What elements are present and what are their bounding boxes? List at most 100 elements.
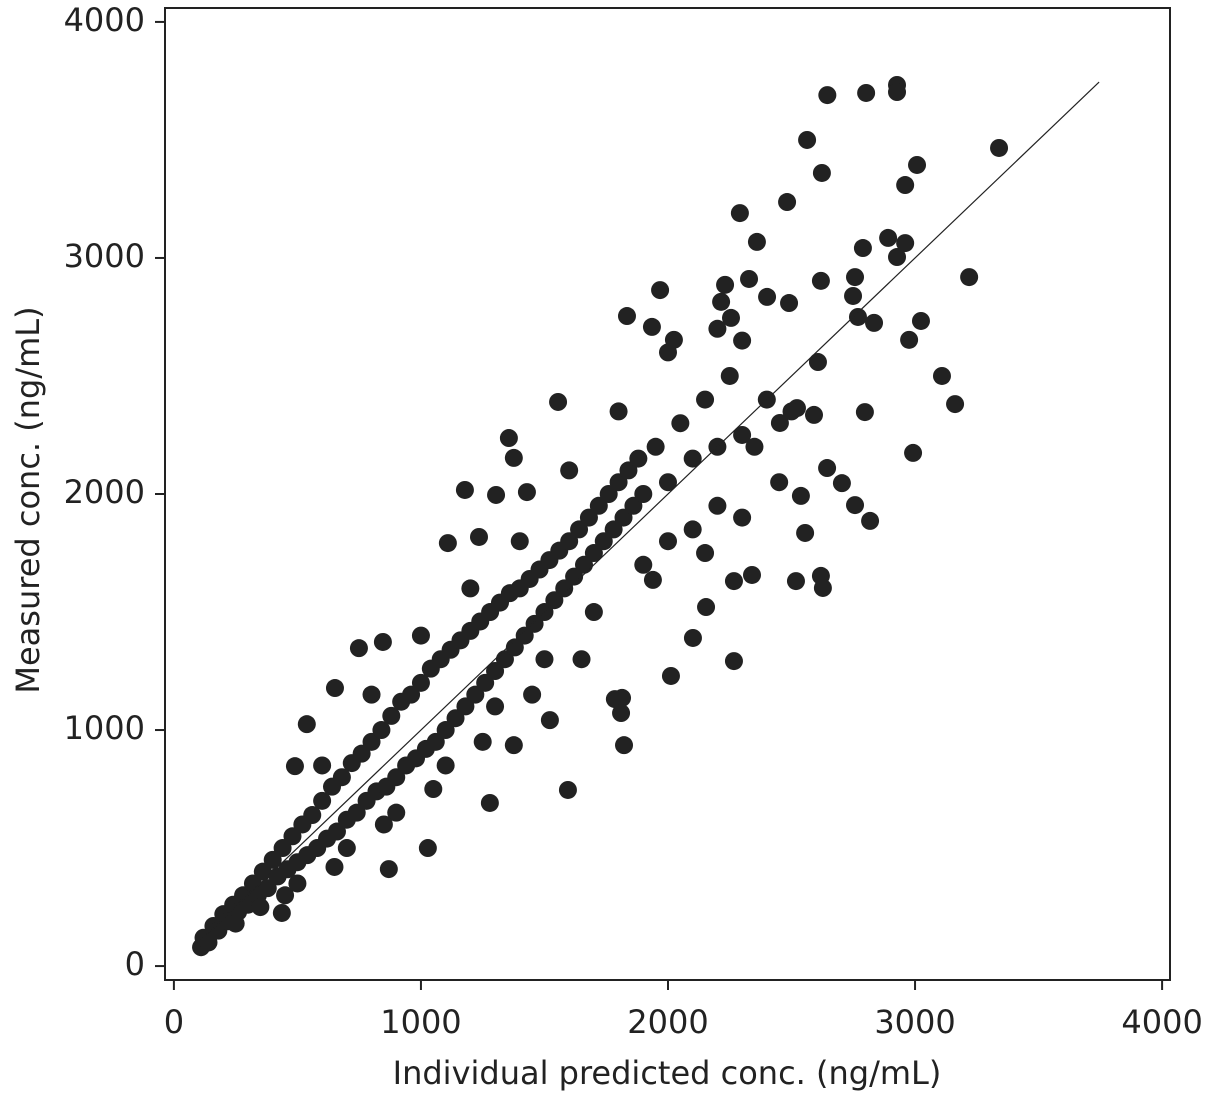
point	[504, 736, 523, 755]
point	[560, 532, 579, 551]
point	[297, 715, 316, 734]
point	[505, 638, 524, 657]
point	[325, 679, 344, 698]
point	[747, 232, 766, 251]
point	[733, 508, 752, 527]
point	[990, 138, 1009, 157]
point	[683, 628, 702, 647]
point	[476, 673, 495, 692]
point	[617, 307, 636, 326]
point	[818, 86, 837, 105]
point	[629, 449, 648, 468]
y-tick-label: 0	[125, 945, 145, 983]
point	[560, 461, 579, 480]
y-tick-label: 4000	[64, 1, 145, 39]
point	[313, 756, 332, 775]
point	[572, 650, 591, 669]
point	[332, 768, 351, 787]
point	[525, 614, 544, 633]
point	[456, 697, 475, 716]
point	[643, 570, 662, 589]
point	[846, 496, 865, 515]
point	[540, 711, 559, 730]
point	[888, 248, 907, 267]
point	[724, 572, 743, 591]
point	[661, 666, 680, 685]
point	[888, 83, 907, 102]
point	[658, 343, 677, 362]
point	[813, 578, 832, 597]
point	[579, 508, 598, 527]
point	[724, 652, 743, 671]
point	[609, 473, 628, 492]
y-tick-label: 1000	[64, 709, 145, 747]
point	[861, 511, 880, 530]
point	[504, 448, 523, 467]
x-axis-label: Individual predicted conc. (ng/mL)	[393, 1054, 942, 1092]
point	[900, 330, 919, 349]
point	[733, 331, 752, 350]
point	[594, 532, 613, 551]
point	[745, 437, 764, 456]
point	[697, 598, 716, 617]
point	[879, 228, 898, 247]
point	[466, 685, 485, 704]
point	[740, 269, 759, 288]
point	[276, 886, 295, 905]
point	[374, 815, 393, 834]
x-tick-label: 4000	[1121, 1003, 1202, 1041]
point	[486, 697, 505, 716]
point	[619, 461, 638, 480]
point	[780, 294, 799, 313]
point	[642, 317, 661, 336]
point	[853, 239, 872, 258]
point	[796, 523, 815, 542]
point	[424, 780, 443, 799]
point	[791, 486, 810, 505]
point	[387, 768, 406, 787]
point	[352, 744, 371, 763]
point	[418, 839, 437, 858]
x-tick-label: 2000	[627, 1003, 708, 1041]
point	[812, 163, 831, 182]
point	[486, 662, 505, 681]
point	[283, 827, 302, 846]
point	[624, 496, 643, 515]
point	[904, 443, 923, 462]
point	[716, 275, 735, 294]
point	[549, 392, 568, 411]
point	[658, 473, 677, 492]
point	[402, 685, 421, 704]
point	[499, 429, 518, 448]
point	[515, 626, 534, 645]
point	[558, 780, 577, 799]
point	[683, 520, 702, 539]
x-tick-label: 3000	[874, 1003, 955, 1041]
point	[599, 485, 618, 503]
point	[844, 286, 863, 305]
x-tick-label: 1000	[380, 1003, 461, 1041]
point	[584, 603, 603, 622]
point	[911, 311, 930, 330]
point	[226, 914, 245, 933]
point	[285, 757, 304, 776]
point	[946, 395, 965, 414]
point	[808, 353, 827, 372]
point	[545, 591, 564, 610]
point	[758, 287, 777, 306]
point	[770, 413, 789, 432]
point	[438, 534, 457, 553]
point	[517, 483, 536, 502]
point	[960, 268, 979, 287]
point	[251, 898, 270, 917]
point	[446, 709, 465, 728]
point	[908, 155, 927, 174]
point	[373, 632, 392, 651]
x-tick-label: 0	[164, 1003, 184, 1041]
point	[782, 402, 801, 421]
point	[273, 839, 292, 858]
point	[411, 673, 430, 692]
point	[426, 732, 445, 751]
point	[555, 579, 574, 598]
point	[313, 791, 332, 810]
